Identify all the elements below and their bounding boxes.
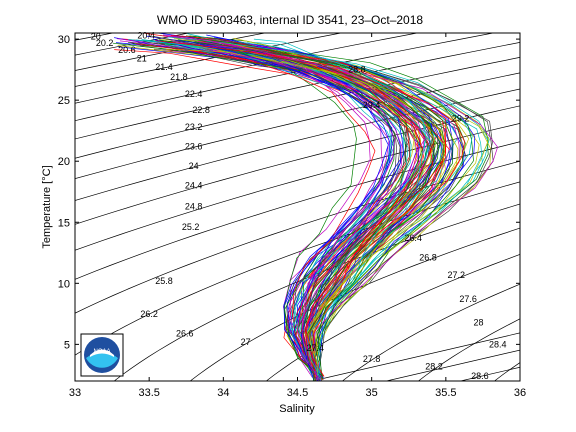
noaa-logo: NOAA (80, 333, 124, 377)
x-axis-label: Salinity (279, 403, 315, 415)
profile-line-85 (194, 37, 474, 379)
profile-line-108 (253, 38, 427, 380)
profile-line-91 (153, 39, 391, 379)
isoline-lower-0 (312, 332, 520, 381)
density-label-20: 28.2 (425, 361, 443, 371)
x-tick-label-3: 34.5 (287, 387, 308, 399)
profile-line-109 (165, 35, 426, 380)
isoline-19 (341, 283, 520, 381)
isoline-5 (75, 33, 419, 104)
profile-line-105 (190, 43, 389, 381)
density-label-6: 22.4 (185, 89, 203, 99)
density-label-16: 26.6 (176, 328, 194, 338)
density-label-22: 20.4 (137, 30, 155, 40)
density-label-3: 21 (137, 54, 147, 64)
y-tick-label-3: 20 (58, 156, 70, 168)
isoline-12 (75, 123, 520, 251)
density-label-21: 28.6 (471, 371, 489, 381)
y-axis: 5 10 15 20 25 30 (58, 34, 520, 351)
chart-title: WMO ID 5903463, internal ID 3541, 23–Oct… (157, 13, 423, 27)
y-tick-label-4: 25 (58, 95, 70, 107)
density-label-29: 28.8 (348, 65, 366, 75)
density-label-2: 20.6 (118, 45, 136, 55)
isoline-16 (113, 203, 520, 381)
density-label-14: 25.8 (155, 276, 173, 286)
density-label-5: 21.8 (170, 72, 188, 82)
profile-line-103 (166, 48, 459, 380)
density-label-11: 24.4 (185, 181, 203, 191)
density-label-0: 20 (91, 32, 101, 42)
profile-line-83 (144, 41, 407, 379)
density-label-24: 26.8 (419, 253, 437, 263)
isoline-6 (75, 33, 495, 122)
profile-line-102 (197, 41, 396, 379)
isoline-13 (75, 141, 520, 280)
isoline-lower-1 (386, 349, 520, 381)
density-label-28: 28.4 (489, 339, 507, 349)
logo-text: NOAA (93, 349, 110, 355)
density-label-30: 29.4 (363, 100, 381, 110)
isoline-11 (75, 105, 520, 225)
isoline-18 (265, 254, 520, 381)
density-label-31: 29.2 (452, 113, 470, 123)
density-label-23: 26.4 (404, 233, 422, 243)
x-tick-label-4: 35 (366, 387, 378, 399)
y-tick-label-1: 10 (58, 278, 70, 290)
profile-line-104 (153, 36, 433, 378)
profile-line-61 (182, 44, 491, 380)
x-axis: 33 33.5 34 34.5 35 35.5 36 (69, 33, 526, 399)
isoline-17 (189, 227, 520, 381)
density-label-18: 27.4 (307, 343, 325, 353)
profile-line-39 (209, 49, 384, 380)
profile-line-107 (155, 40, 465, 377)
density-label-19: 27.8 (363, 354, 381, 364)
density-label-7: 22.8 (192, 105, 210, 115)
density-label-1: 20.2 (96, 38, 114, 48)
density-label-12: 24.8 (185, 201, 203, 211)
y-axis-label: Temperature [°C] (41, 165, 53, 248)
x-tick-label-0: 33 (69, 387, 81, 399)
density-label-4: 21.4 (155, 62, 173, 72)
density-label-26: 27.6 (459, 294, 477, 304)
isoline-20 (417, 318, 520, 381)
x-tick-label-6: 36 (514, 387, 526, 399)
isoline-15 (75, 181, 520, 356)
profile-line-86 (180, 47, 376, 377)
density-label-10: 24 (189, 161, 199, 171)
x-tick-label-5: 35.5 (435, 387, 456, 399)
profile-line-106 (197, 39, 454, 380)
density-label-8: 23.2 (185, 122, 203, 132)
profile-line-88 (201, 46, 403, 381)
density-label-9: 23.6 (185, 142, 203, 152)
profile-line-95 (172, 42, 498, 381)
density-label-27: 28 (473, 317, 483, 327)
density-label-13: 25.2 (182, 222, 200, 232)
density-label-25: 27.2 (447, 270, 465, 280)
y-tick-label-5: 30 (58, 34, 70, 46)
density-label-17: 27 (241, 337, 251, 347)
y-tick-label-0: 5 (64, 339, 70, 351)
x-tick-label-1: 33.5 (138, 387, 159, 399)
profile-lines (112, 33, 498, 381)
isoline-4 (75, 33, 343, 87)
density-label-15: 26.2 (140, 309, 158, 319)
y-tick-label-2: 15 (58, 217, 70, 229)
x-tick-label-2: 34 (217, 387, 229, 399)
isoline-9 (75, 72, 520, 180)
